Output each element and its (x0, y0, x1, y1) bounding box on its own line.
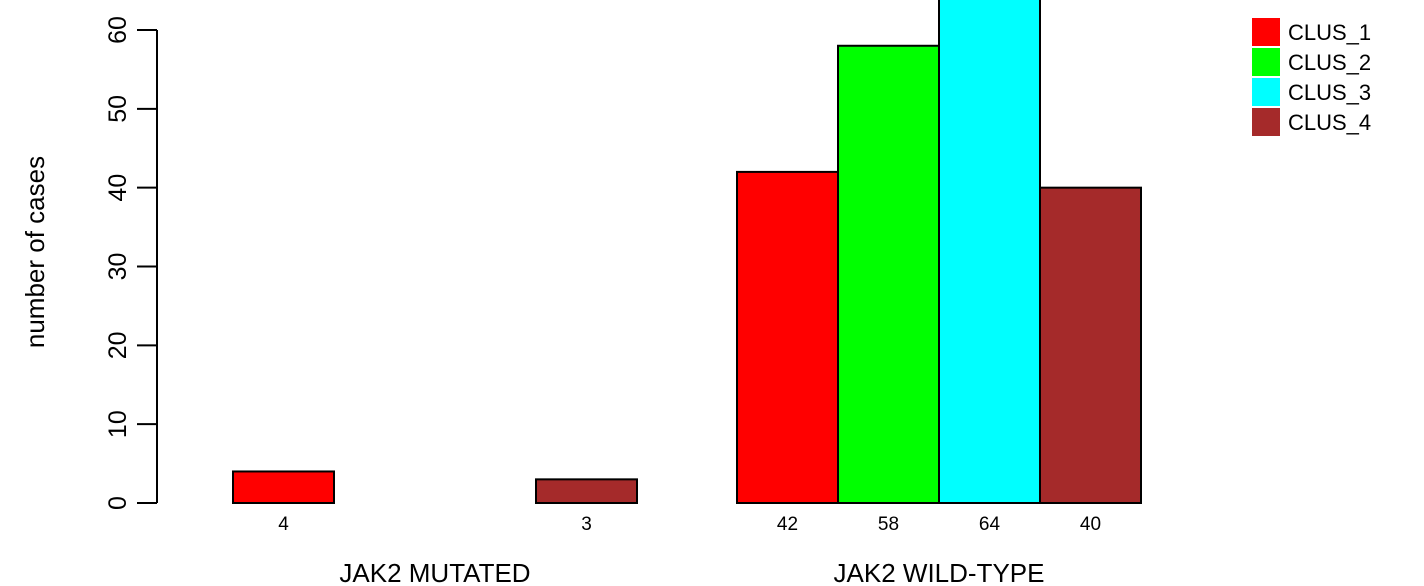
bar-value-label: 42 (777, 514, 798, 535)
legend-label: CLUS_1 (1288, 20, 1371, 45)
legend-swatch (1252, 78, 1280, 106)
group-label: JAK2 MUTATED (339, 558, 530, 586)
bar (535, 478, 638, 505)
group-labels: JAK2 MUTATED JAK2 WILD-TYPE (339, 558, 1044, 586)
value-labels: 4 3 42 58 64 40 (278, 514, 1101, 535)
legend-swatch (1252, 108, 1280, 136)
bar-value-label: 40 (1080, 514, 1101, 535)
legend-label: CLUS_3 (1288, 80, 1371, 105)
y-tick-label: 20 (104, 331, 132, 359)
group-label: JAK2 WILD-TYPE (834, 558, 1045, 586)
y-axis-label: number of cases (20, 156, 50, 348)
bar (837, 44, 940, 505)
bars (232, 0, 1142, 505)
bar (1039, 186, 1142, 505)
bar (938, 0, 1041, 504)
legend: CLUS_1 CLUS_2 CLUS_3 CLUS_4 (1252, 18, 1371, 136)
legend-swatch (1252, 48, 1280, 76)
bar (736, 170, 839, 504)
y-tick-label: 0 (104, 496, 132, 510)
legend-label: CLUS_4 (1288, 110, 1371, 135)
y-tick-label: 30 (104, 253, 132, 281)
bar-value-label: 58 (878, 514, 899, 535)
legend-label: CLUS_2 (1288, 50, 1371, 75)
y-tick-label: 40 (104, 174, 132, 202)
y-axis: 0 10 20 30 40 50 60 (104, 16, 158, 510)
bar (232, 470, 335, 505)
bar-value-label: 3 (581, 514, 592, 535)
y-tick-label: 50 (104, 95, 132, 123)
y-tick-label: 60 (104, 16, 132, 44)
y-tick-label: 10 (104, 410, 132, 438)
bar-value-label: 64 (979, 514, 1001, 535)
legend-swatch (1252, 18, 1280, 46)
bar-value-label: 4 (278, 514, 289, 535)
